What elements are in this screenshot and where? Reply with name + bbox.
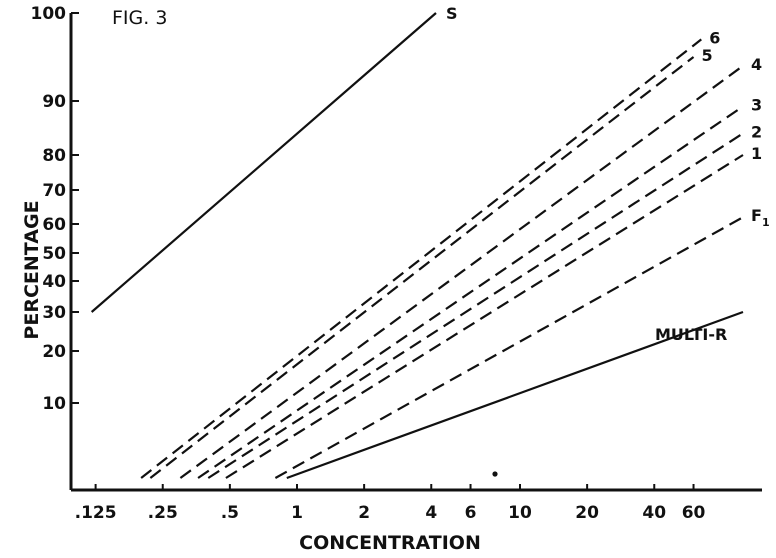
x-tick-label: 20 — [575, 503, 599, 523]
y-tick-label: 50 — [42, 244, 66, 264]
series-line — [207, 132, 744, 479]
y-tick-label: 100 — [31, 4, 67, 24]
x-tick-label: 40 — [642, 503, 666, 523]
y-tick-label: 10 — [42, 394, 66, 414]
y-tick-label: 60 — [42, 215, 66, 235]
series-line — [225, 154, 744, 479]
axes — [69, 13, 762, 492]
series-line — [286, 310, 744, 480]
y-tick-label: 30 — [42, 303, 66, 323]
x-axis-title: CONCENTRATION — [299, 532, 481, 554]
y-tick-label: 90 — [42, 92, 66, 112]
stray-dot — [492, 471, 498, 477]
y-tick-label: 70 — [42, 181, 66, 201]
series-label: 5 — [702, 46, 713, 65]
series-line — [140, 38, 702, 479]
x-tick-label: 1 — [291, 503, 303, 523]
chart-title: FIG. 3 — [112, 7, 167, 29]
series-label: MULTI-R — [655, 325, 727, 344]
series-line — [197, 105, 744, 479]
series-label: S — [446, 4, 458, 23]
series-line — [179, 64, 744, 479]
series-label: 6 — [709, 28, 720, 47]
series-line — [90, 12, 437, 313]
series-label: F1 — [751, 206, 770, 229]
series-label: 4 — [751, 55, 762, 74]
series-label: 2 — [751, 122, 762, 141]
y-tick-label: 20 — [42, 342, 66, 362]
series-line — [149, 56, 695, 479]
x-tick-label: 10 — [508, 503, 532, 523]
x-tick-label: .5 — [221, 503, 239, 523]
series-label: 1 — [751, 144, 762, 163]
x-tick-label: 6 — [465, 503, 477, 523]
series-line — [274, 216, 744, 479]
x-tick-label: 4 — [425, 503, 437, 523]
x-tick-label: .125 — [75, 503, 117, 523]
x-tick-label: 60 — [682, 503, 706, 523]
series-label: 3 — [751, 95, 762, 114]
y-tick-label: 40 — [42, 272, 66, 292]
y-tick-label: 80 — [42, 146, 66, 166]
y-axis-title: PERCENTAGE — [21, 200, 43, 339]
x-tick-label: 2 — [358, 503, 370, 523]
x-tick-label: .25 — [148, 503, 178, 523]
